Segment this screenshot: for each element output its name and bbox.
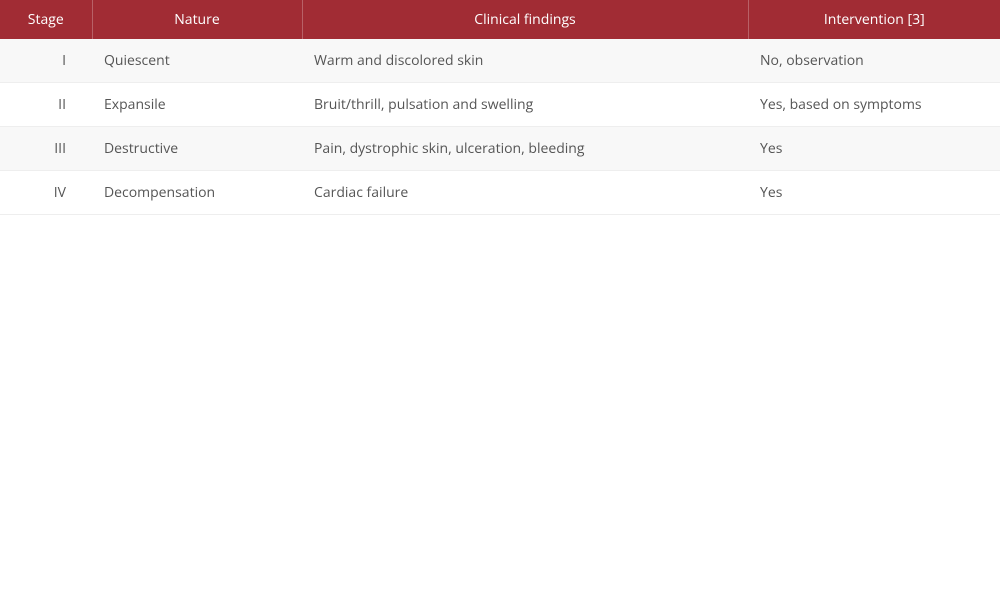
cell-intervention: Yes, based on symptoms <box>748 83 1000 127</box>
cell-findings: Pain, dystrophic skin, ulceration, bleed… <box>302 127 748 171</box>
cell-stage: II <box>0 83 92 127</box>
cell-stage: III <box>0 127 92 171</box>
cell-stage: IV <box>0 171 92 215</box>
cell-intervention: Yes <box>748 127 1000 171</box>
cell-nature: Quiescent <box>92 39 302 83</box>
clinical-stage-table: Stage Nature Clinical findings Intervent… <box>0 0 1000 215</box>
col-header-intervention: Intervention [3] <box>748 0 1000 39</box>
cell-stage: I <box>0 39 92 83</box>
cell-findings: Warm and discolored skin <box>302 39 748 83</box>
cell-nature: Expansile <box>92 83 302 127</box>
table-header-row: Stage Nature Clinical findings Intervent… <box>0 0 1000 39</box>
table-header: Stage Nature Clinical findings Intervent… <box>0 0 1000 39</box>
cell-nature: Destructive <box>92 127 302 171</box>
cell-intervention: Yes <box>748 171 1000 215</box>
table-row: II Expansile Bruit/thrill, pulsation and… <box>0 83 1000 127</box>
table-row: IV Decompensation Cardiac failure Yes <box>0 171 1000 215</box>
cell-nature: Decompensation <box>92 171 302 215</box>
col-header-findings: Clinical findings <box>302 0 748 39</box>
table-body: I Quiescent Warm and discolored skin No,… <box>0 39 1000 215</box>
col-header-nature: Nature <box>92 0 302 39</box>
cell-findings: Bruit/thrill, pulsation and swelling <box>302 83 748 127</box>
col-header-stage: Stage <box>0 0 92 39</box>
table-row: I Quiescent Warm and discolored skin No,… <box>0 39 1000 83</box>
cell-intervention: No, observation <box>748 39 1000 83</box>
table-row: III Destructive Pain, dystrophic skin, u… <box>0 127 1000 171</box>
cell-findings: Cardiac failure <box>302 171 748 215</box>
